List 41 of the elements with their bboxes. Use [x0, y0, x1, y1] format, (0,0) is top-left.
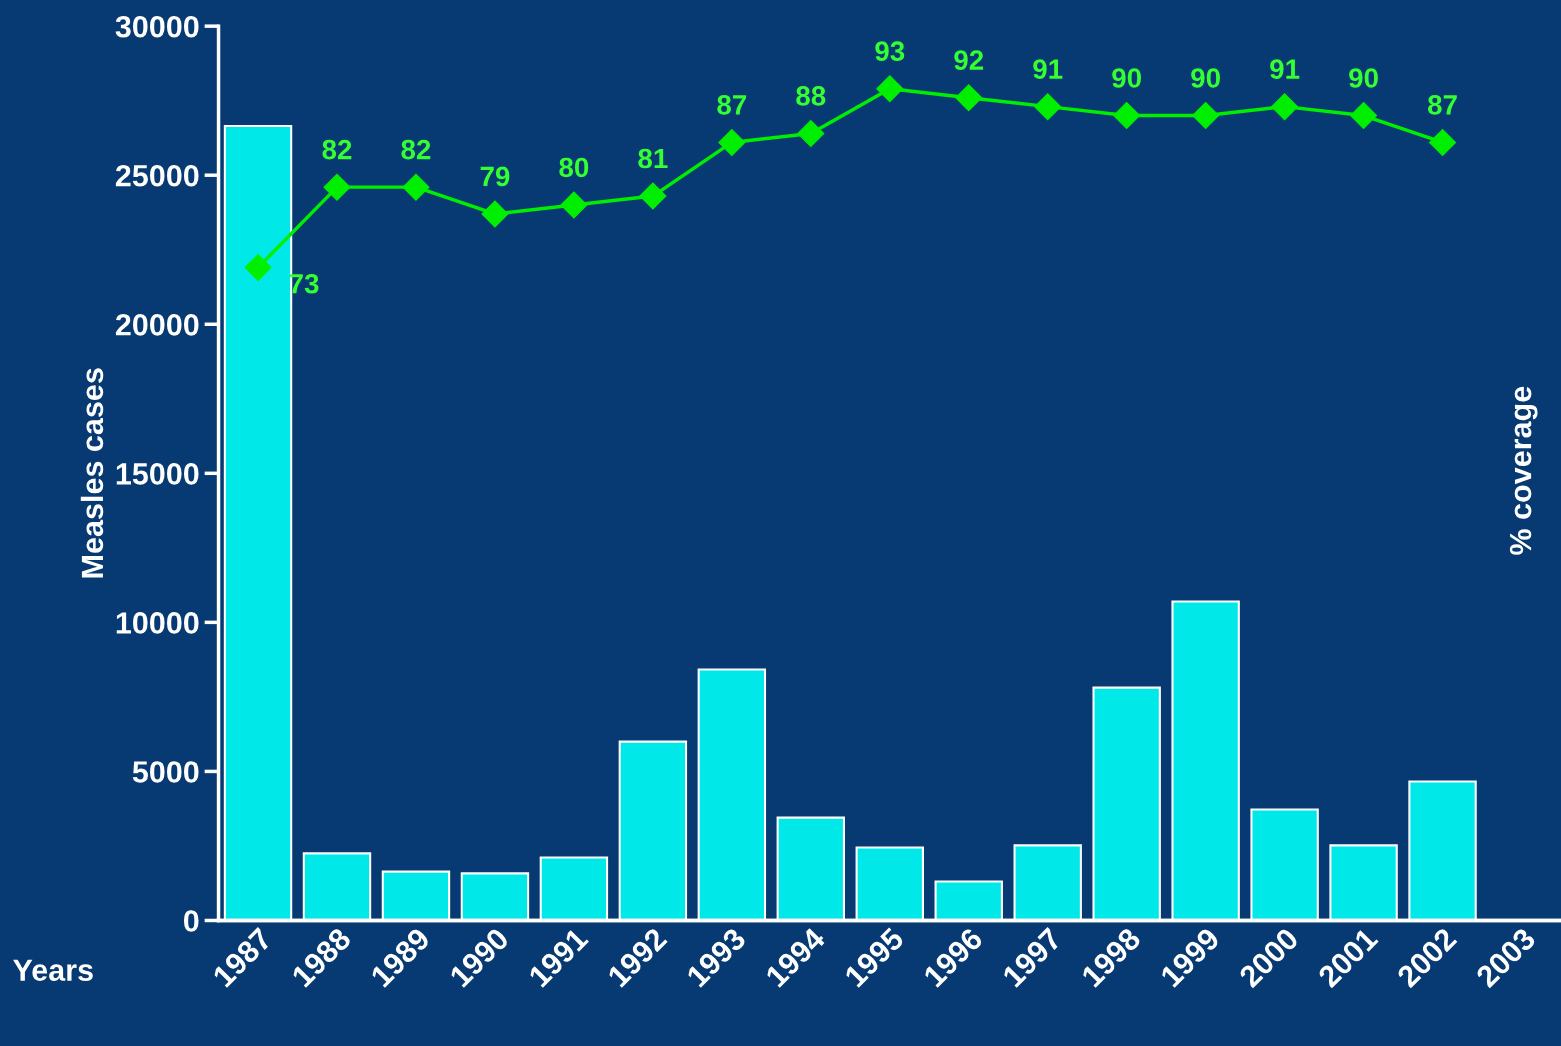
data-label: 88	[796, 86, 826, 106]
y-tick-label: 5000	[132, 761, 199, 783]
data-label: 91	[1270, 59, 1300, 79]
y-tick-label: 20000	[115, 314, 199, 336]
data-label: 92	[954, 50, 984, 70]
data-label: 82	[401, 139, 431, 160]
point	[1192, 102, 1220, 130]
y-tick-label: 15000	[116, 463, 199, 485]
y-tick-label: 10000	[116, 612, 199, 634]
y2-axis-title: % coverage	[1509, 386, 1538, 555]
data-label: 90	[1191, 68, 1220, 88]
point	[1429, 128, 1457, 156]
point	[876, 75, 904, 103]
point	[639, 182, 667, 210]
point	[1271, 93, 1299, 121]
data-label: 79	[480, 166, 510, 187]
data-label: 87	[1427, 95, 1457, 115]
y-tick-label: 30000	[115, 15, 199, 38]
point	[1113, 102, 1141, 130]
data-label: 87	[717, 95, 747, 115]
data-label: 90	[1349, 68, 1378, 88]
point	[560, 191, 588, 219]
point	[1034, 93, 1062, 121]
point	[323, 173, 351, 201]
data-label: 93	[875, 41, 905, 62]
point	[244, 254, 272, 282]
x-axis-title: Years	[13, 959, 93, 981]
data-label: 82	[322, 139, 352, 160]
data-label: 81	[638, 148, 668, 169]
point	[402, 173, 430, 201]
point	[955, 84, 983, 112]
data-label: 90	[1112, 68, 1141, 88]
y-tick-label: 0	[184, 910, 199, 932]
data-label: 80	[559, 157, 589, 178]
point	[718, 128, 746, 156]
point	[481, 200, 509, 228]
y-axis-title: Measles cases	[80, 368, 104, 578]
data-label: 91	[1033, 59, 1063, 79]
y-tick-label: 25000	[115, 164, 199, 187]
point	[797, 120, 825, 147]
point	[1350, 102, 1378, 130]
